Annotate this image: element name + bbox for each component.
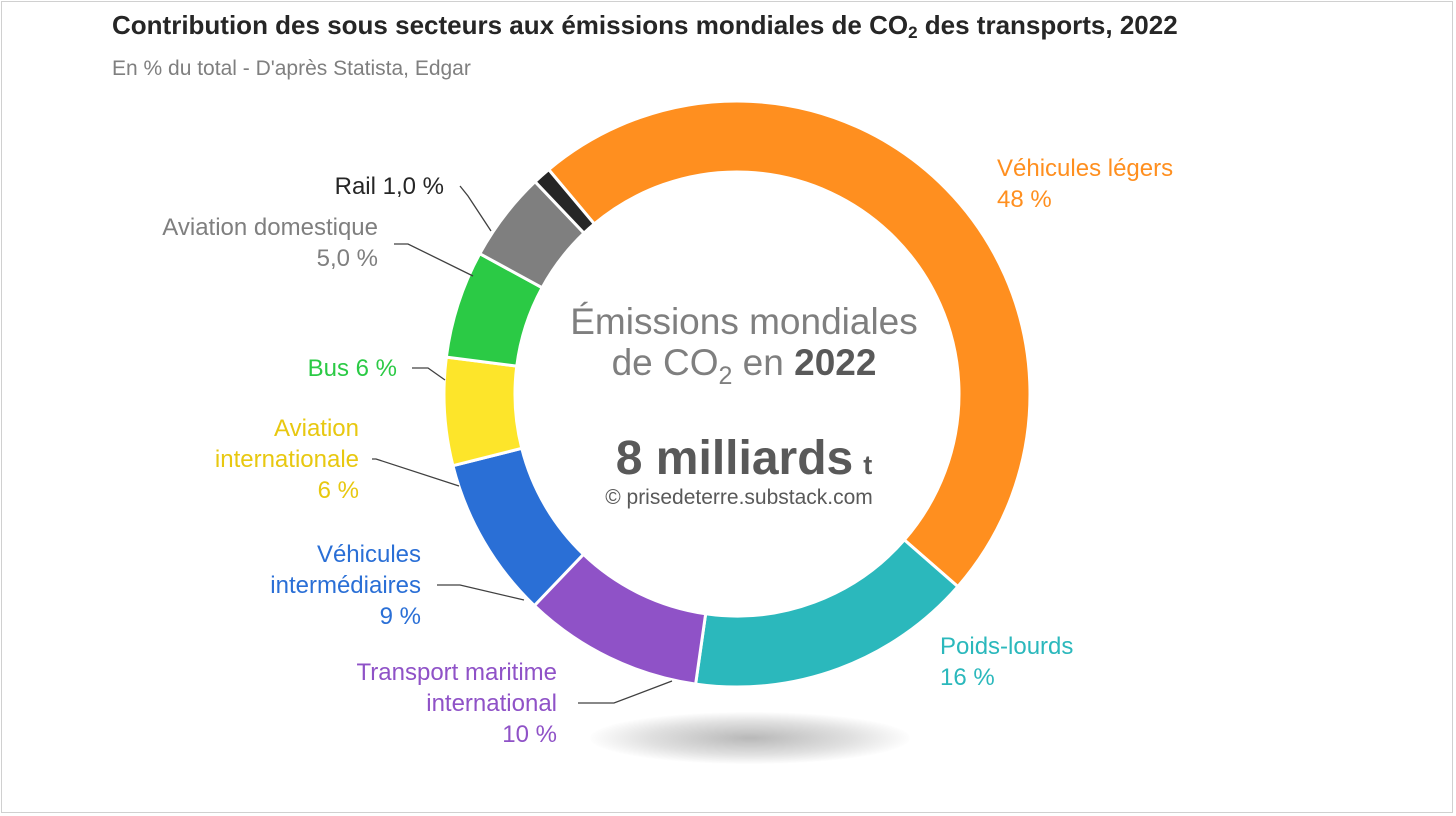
donut-slices — [442, 99, 1032, 689]
chart-subtitle: En % du total - D'après Statista, Edgar — [112, 57, 471, 80]
donut-shadow — [590, 712, 910, 764]
center-line-2: de CO2 en 2022 — [612, 342, 877, 390]
leader-line-aviation-internationale — [372, 458, 460, 487]
slice-aviation-internationale — [442, 355, 524, 468]
leader-line-transport-maritime-international — [578, 680, 673, 704]
label-vehicules-intermediaires: Véhicules intermédiaires 9 % — [270, 541, 421, 630]
label-aviation-domestique: Aviation domestique 5,0 % — [162, 214, 378, 272]
slice-vehicules-legers — [546, 99, 1032, 589]
label-aviation-internationale: Aviation internationale 6 % — [215, 415, 359, 504]
slice-rail — [532, 167, 597, 236]
slice-poids-lourds — [693, 537, 960, 689]
label-poids-lourds: Poids-lourds 16 % — [940, 633, 1073, 691]
leader-line-aviation-domestique — [394, 243, 474, 277]
center-label: Émissions mondiales de CO2 en 2022 8 mil… — [570, 301, 918, 509]
label-vehicules-legers: Véhicules légers 48 % — [997, 155, 1173, 213]
label-rail: Rail 1,0 % — [335, 173, 444, 200]
leader-line-vehicules-intermediaires — [437, 584, 525, 601]
label-transport-maritime-international: Transport maritime international 10 % — [357, 659, 557, 748]
leader-lines — [372, 185, 673, 704]
center-total: 8 milliards t — [616, 432, 872, 485]
slice-labels: Véhicules légers 48 % Poids-lourds 16 % Tran… — [162, 155, 1173, 748]
center-credit: © prisedeterre.substack.com — [605, 486, 873, 509]
leader-line-rail — [459, 185, 492, 232]
leader-line-bus — [412, 367, 446, 381]
label-bus: Bus 6 % — [308, 355, 397, 382]
chart-title: Contribution des sous secteurs aux émiss… — [112, 10, 1178, 42]
center-line-1: Émissions mondiales — [570, 301, 918, 342]
